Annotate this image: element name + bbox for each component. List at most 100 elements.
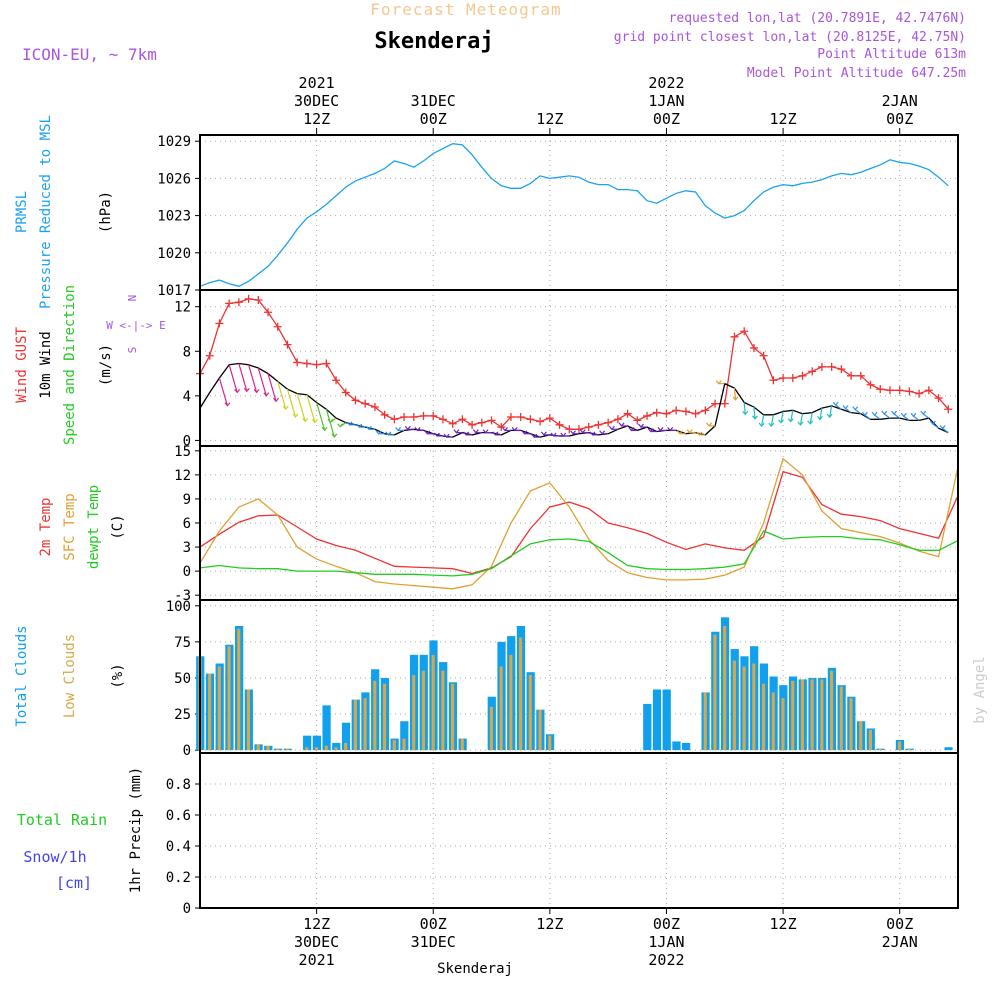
gust-marker xyxy=(400,413,409,422)
bar-total xyxy=(400,721,409,751)
gust-marker xyxy=(691,409,700,418)
y-tick-label: 3 xyxy=(183,540,191,556)
gust-marker xyxy=(594,420,603,429)
bar-low xyxy=(412,675,416,751)
wind-direction-arrow xyxy=(267,373,277,402)
panel-axis-label: SFC Temp xyxy=(62,493,78,560)
bar-low xyxy=(451,683,455,751)
gust-marker xyxy=(944,405,953,414)
wind-arrow-head xyxy=(881,410,888,415)
gust-marker xyxy=(380,410,389,419)
x-tick-label-top: 12Z xyxy=(536,110,563,128)
wind-arrow-head xyxy=(861,411,868,417)
gust-marker xyxy=(759,351,768,360)
wind-arrow-head xyxy=(647,428,654,433)
grid xyxy=(200,753,958,909)
wind-arrow-head xyxy=(273,397,279,403)
bar-low xyxy=(373,680,377,751)
gust-marker xyxy=(633,416,642,425)
series-line-sfc xyxy=(199,457,959,590)
wind-arrow-head xyxy=(424,430,431,435)
grid xyxy=(200,135,958,291)
super-title: Forecast Meteogram xyxy=(370,0,561,19)
compass-south: S xyxy=(126,347,139,354)
gust-marker xyxy=(837,365,846,374)
x-tick-label-bottom: 2JAN xyxy=(882,933,918,951)
wind-direction-arrow xyxy=(913,415,920,421)
wind-direction-arrow xyxy=(753,406,756,419)
gust-marker xyxy=(468,420,477,429)
bar-low xyxy=(246,689,251,751)
gust-marker xyxy=(905,387,914,396)
wind-arrow-head xyxy=(696,431,703,436)
wind-arrow-head xyxy=(224,402,231,407)
wind-direction-arrow xyxy=(854,409,862,415)
x-tick-label-top: 00Z xyxy=(886,110,913,128)
wind-arrow-head xyxy=(253,388,260,394)
gust-marker xyxy=(613,415,622,424)
wind-direction-arrow xyxy=(248,364,258,393)
wind-arrow-head xyxy=(346,421,353,426)
snow-unit-label: [cm] xyxy=(56,874,92,892)
y-tick-label: 0.4 xyxy=(166,839,191,855)
gust-marker xyxy=(370,403,379,411)
y-tick-label: 9 xyxy=(183,492,191,508)
bar-low xyxy=(227,646,231,751)
total-rain-label: Total Rain xyxy=(17,811,107,829)
panel-3: 0 25 50 75 100 Total Clouds Low Clouds (%) xyxy=(14,599,959,759)
wind-direction-arrow xyxy=(770,414,774,427)
wind-arrow-head xyxy=(540,431,547,436)
wind-direction-arrow xyxy=(819,408,823,420)
compass-west-east: W <-|-> E xyxy=(106,319,166,332)
x-tick-label-top: 1JAN xyxy=(648,92,684,110)
wind-arrow-head xyxy=(327,418,334,424)
bar-low xyxy=(771,692,775,751)
wind-direction-arrow xyxy=(316,402,326,431)
x-tick-label-top: 00Z xyxy=(420,110,447,128)
bar-low xyxy=(830,670,834,751)
wind-arrow-head xyxy=(365,425,372,431)
bar-low xyxy=(314,747,319,751)
bar-low xyxy=(781,698,785,751)
wind-arrow-head xyxy=(871,411,878,417)
gust-marker xyxy=(419,411,428,420)
wind-direction-arrow xyxy=(922,413,930,419)
wind-direction-arrow xyxy=(903,415,910,421)
wind-arrow-head xyxy=(550,432,557,437)
wind-arrow-head xyxy=(395,427,402,432)
bar-low xyxy=(548,735,552,751)
wind-arrow-head xyxy=(443,433,450,439)
wind-arrow-head xyxy=(891,410,898,415)
y-tick-label: 100 xyxy=(166,599,191,615)
wind-arrow-head xyxy=(797,421,804,426)
wind-direction-arrow xyxy=(257,367,267,396)
y-tick-label: 12 xyxy=(174,468,191,484)
bar-total xyxy=(662,689,671,751)
bar-low xyxy=(266,745,270,751)
wind-arrow-head xyxy=(778,419,784,424)
wind-arrow-head xyxy=(472,429,479,434)
wind-direction-arrow xyxy=(780,411,784,423)
bar-low xyxy=(791,680,795,751)
gust-marker xyxy=(205,351,214,360)
bar-low xyxy=(723,625,727,751)
gust-marker xyxy=(448,419,457,428)
wind-arrow-head xyxy=(787,418,794,423)
compass-north: N xyxy=(126,295,139,302)
wind-arrow-head xyxy=(385,431,392,436)
x-tick-label-bottom: 00Z xyxy=(886,915,913,933)
gust-marker xyxy=(788,374,797,383)
wind-arrow-head xyxy=(752,415,758,420)
gust-marker xyxy=(623,409,632,418)
series-line-t2m xyxy=(199,470,959,575)
panel-2: -3 0 3 6 9 12 15 2m Temp SFC Temp dewpt Temp (C) xyxy=(38,444,959,604)
y-tick-label: 1017 xyxy=(157,283,191,299)
bar-total xyxy=(322,705,331,751)
y-tick-label: 0 xyxy=(183,743,191,759)
wind-direction-arrow xyxy=(277,381,287,410)
x-tick-label-top: 2021 xyxy=(299,74,335,92)
wind-arrow-head xyxy=(263,392,270,397)
wind-direction-arrow xyxy=(743,402,746,415)
gust-marker xyxy=(215,319,224,328)
wind-arrow-head xyxy=(282,405,289,411)
